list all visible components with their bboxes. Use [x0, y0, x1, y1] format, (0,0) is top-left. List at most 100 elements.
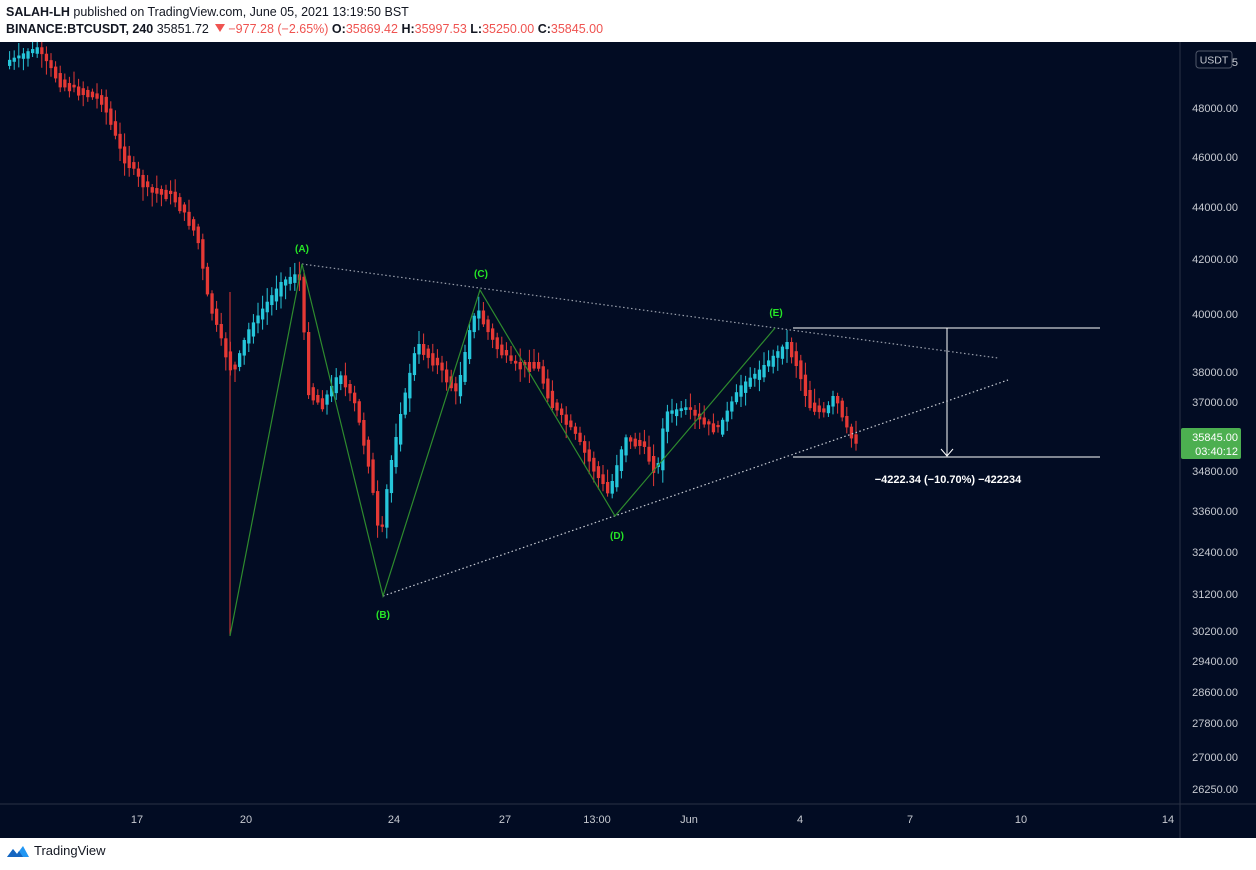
candle-body	[26, 51, 30, 59]
candle-body	[279, 282, 283, 297]
candle-body	[546, 378, 550, 399]
candle-body	[721, 419, 725, 435]
candle-body	[458, 375, 463, 397]
candle-body	[509, 355, 513, 361]
candle-body	[196, 226, 200, 244]
candle-body	[320, 398, 325, 410]
candle-body	[624, 437, 628, 456]
candle-body	[831, 396, 835, 407]
candle-body	[785, 342, 789, 350]
candle-body	[583, 441, 587, 453]
candle-body	[730, 401, 734, 412]
candle-body	[67, 83, 72, 92]
currency-label: USDT	[1200, 55, 1229, 67]
candle-body	[123, 146, 127, 164]
wave-label-a[interactable]: (A)	[295, 244, 309, 255]
chart-background	[0, 42, 1256, 838]
candle-body	[95, 93, 99, 99]
candle-body	[141, 174, 145, 188]
candle-body	[334, 377, 338, 394]
candle-body	[601, 474, 605, 485]
candle-body	[776, 351, 780, 358]
candle-body	[693, 409, 697, 416]
candle-body	[12, 57, 16, 62]
candle-body	[647, 446, 651, 462]
candle-body	[780, 346, 785, 359]
candle-body	[348, 384, 352, 394]
candle-body	[684, 407, 688, 410]
candle-body	[431, 353, 435, 366]
candle-body	[849, 426, 854, 439]
candle-body	[385, 489, 389, 528]
candle-body	[610, 481, 614, 494]
time-tick: Jun	[680, 814, 698, 826]
candle-body	[560, 408, 564, 415]
time-tick: 13:00	[583, 814, 611, 826]
candle-body	[578, 432, 582, 442]
footer-brand[interactable]: TradingView	[34, 843, 106, 858]
candle-body	[426, 348, 430, 358]
candle-body	[44, 53, 49, 62]
candle-body	[481, 310, 486, 325]
candle-body	[366, 439, 371, 467]
candle-body	[541, 366, 545, 384]
upper-trendline[interactable]	[301, 263, 999, 359]
candle-body	[362, 420, 366, 446]
price-tick: 5	[1232, 57, 1238, 69]
candle-body	[325, 394, 329, 405]
candle-body	[564, 414, 568, 425]
candle-body	[256, 315, 260, 324]
tradingview-logo-icon[interactable]	[6, 843, 30, 859]
candle-body	[477, 310, 481, 319]
candle-body	[532, 362, 536, 369]
candle-body	[380, 524, 384, 527]
candle-body	[472, 315, 476, 333]
candle-body	[54, 66, 58, 79]
candle-body	[408, 372, 412, 399]
candle-body	[389, 460, 394, 494]
candle-body	[155, 188, 159, 194]
candle-body	[399, 414, 403, 445]
wave-label-d[interactable]: (D)	[610, 531, 624, 542]
candle-body	[739, 385, 743, 397]
candle-body	[454, 383, 458, 392]
candle-body	[619, 449, 624, 472]
high-label: H:	[401, 22, 415, 36]
down-arrow-icon	[215, 24, 226, 32]
candle-body	[316, 395, 320, 403]
price-tick: 27000.00	[1192, 752, 1238, 764]
candle-body	[500, 344, 504, 356]
candle-body	[813, 402, 817, 412]
time-tick: 17	[131, 814, 143, 826]
current-price-tag	[1181, 428, 1241, 459]
candle-body	[132, 162, 136, 169]
wave-label-b[interactable]: (B)	[376, 610, 390, 621]
candle-body	[615, 465, 619, 488]
candle-body	[288, 276, 292, 284]
wave-label-e[interactable]: (E)	[769, 308, 782, 319]
candle-body	[753, 373, 757, 379]
open-label: O:	[331, 22, 346, 36]
candle-body	[840, 400, 844, 418]
low-label: L:	[470, 22, 483, 36]
candle-body	[845, 416, 849, 428]
candle-body	[307, 332, 311, 396]
price-chart[interactable]: −4222.34 (−10.70%) −422234 (A) (B) (C) (…	[0, 42, 1256, 838]
candle-body	[757, 369, 762, 380]
candle-body	[205, 266, 210, 295]
candle-body	[100, 95, 104, 105]
price-tick: 33600.00	[1192, 506, 1238, 518]
candle-body	[744, 381, 748, 393]
measure-arrow-head-icon	[940, 448, 954, 457]
candle-body	[799, 360, 803, 380]
candle-body	[661, 428, 665, 471]
author-name[interactable]: SALAH-LH	[6, 5, 70, 19]
wave-label-c[interactable]: (C)	[474, 269, 488, 280]
candle-body	[274, 288, 279, 302]
candle-body	[242, 340, 246, 356]
symbol-name[interactable]: BINANCE:BTCUSDT, 240	[6, 22, 154, 36]
candle-body	[808, 390, 812, 409]
measure-label: −4222.34 (−10.70%) −422234	[875, 474, 1022, 486]
wave-path[interactable]	[229, 263, 776, 637]
currency-button[interactable]	[1195, 50, 1233, 69]
